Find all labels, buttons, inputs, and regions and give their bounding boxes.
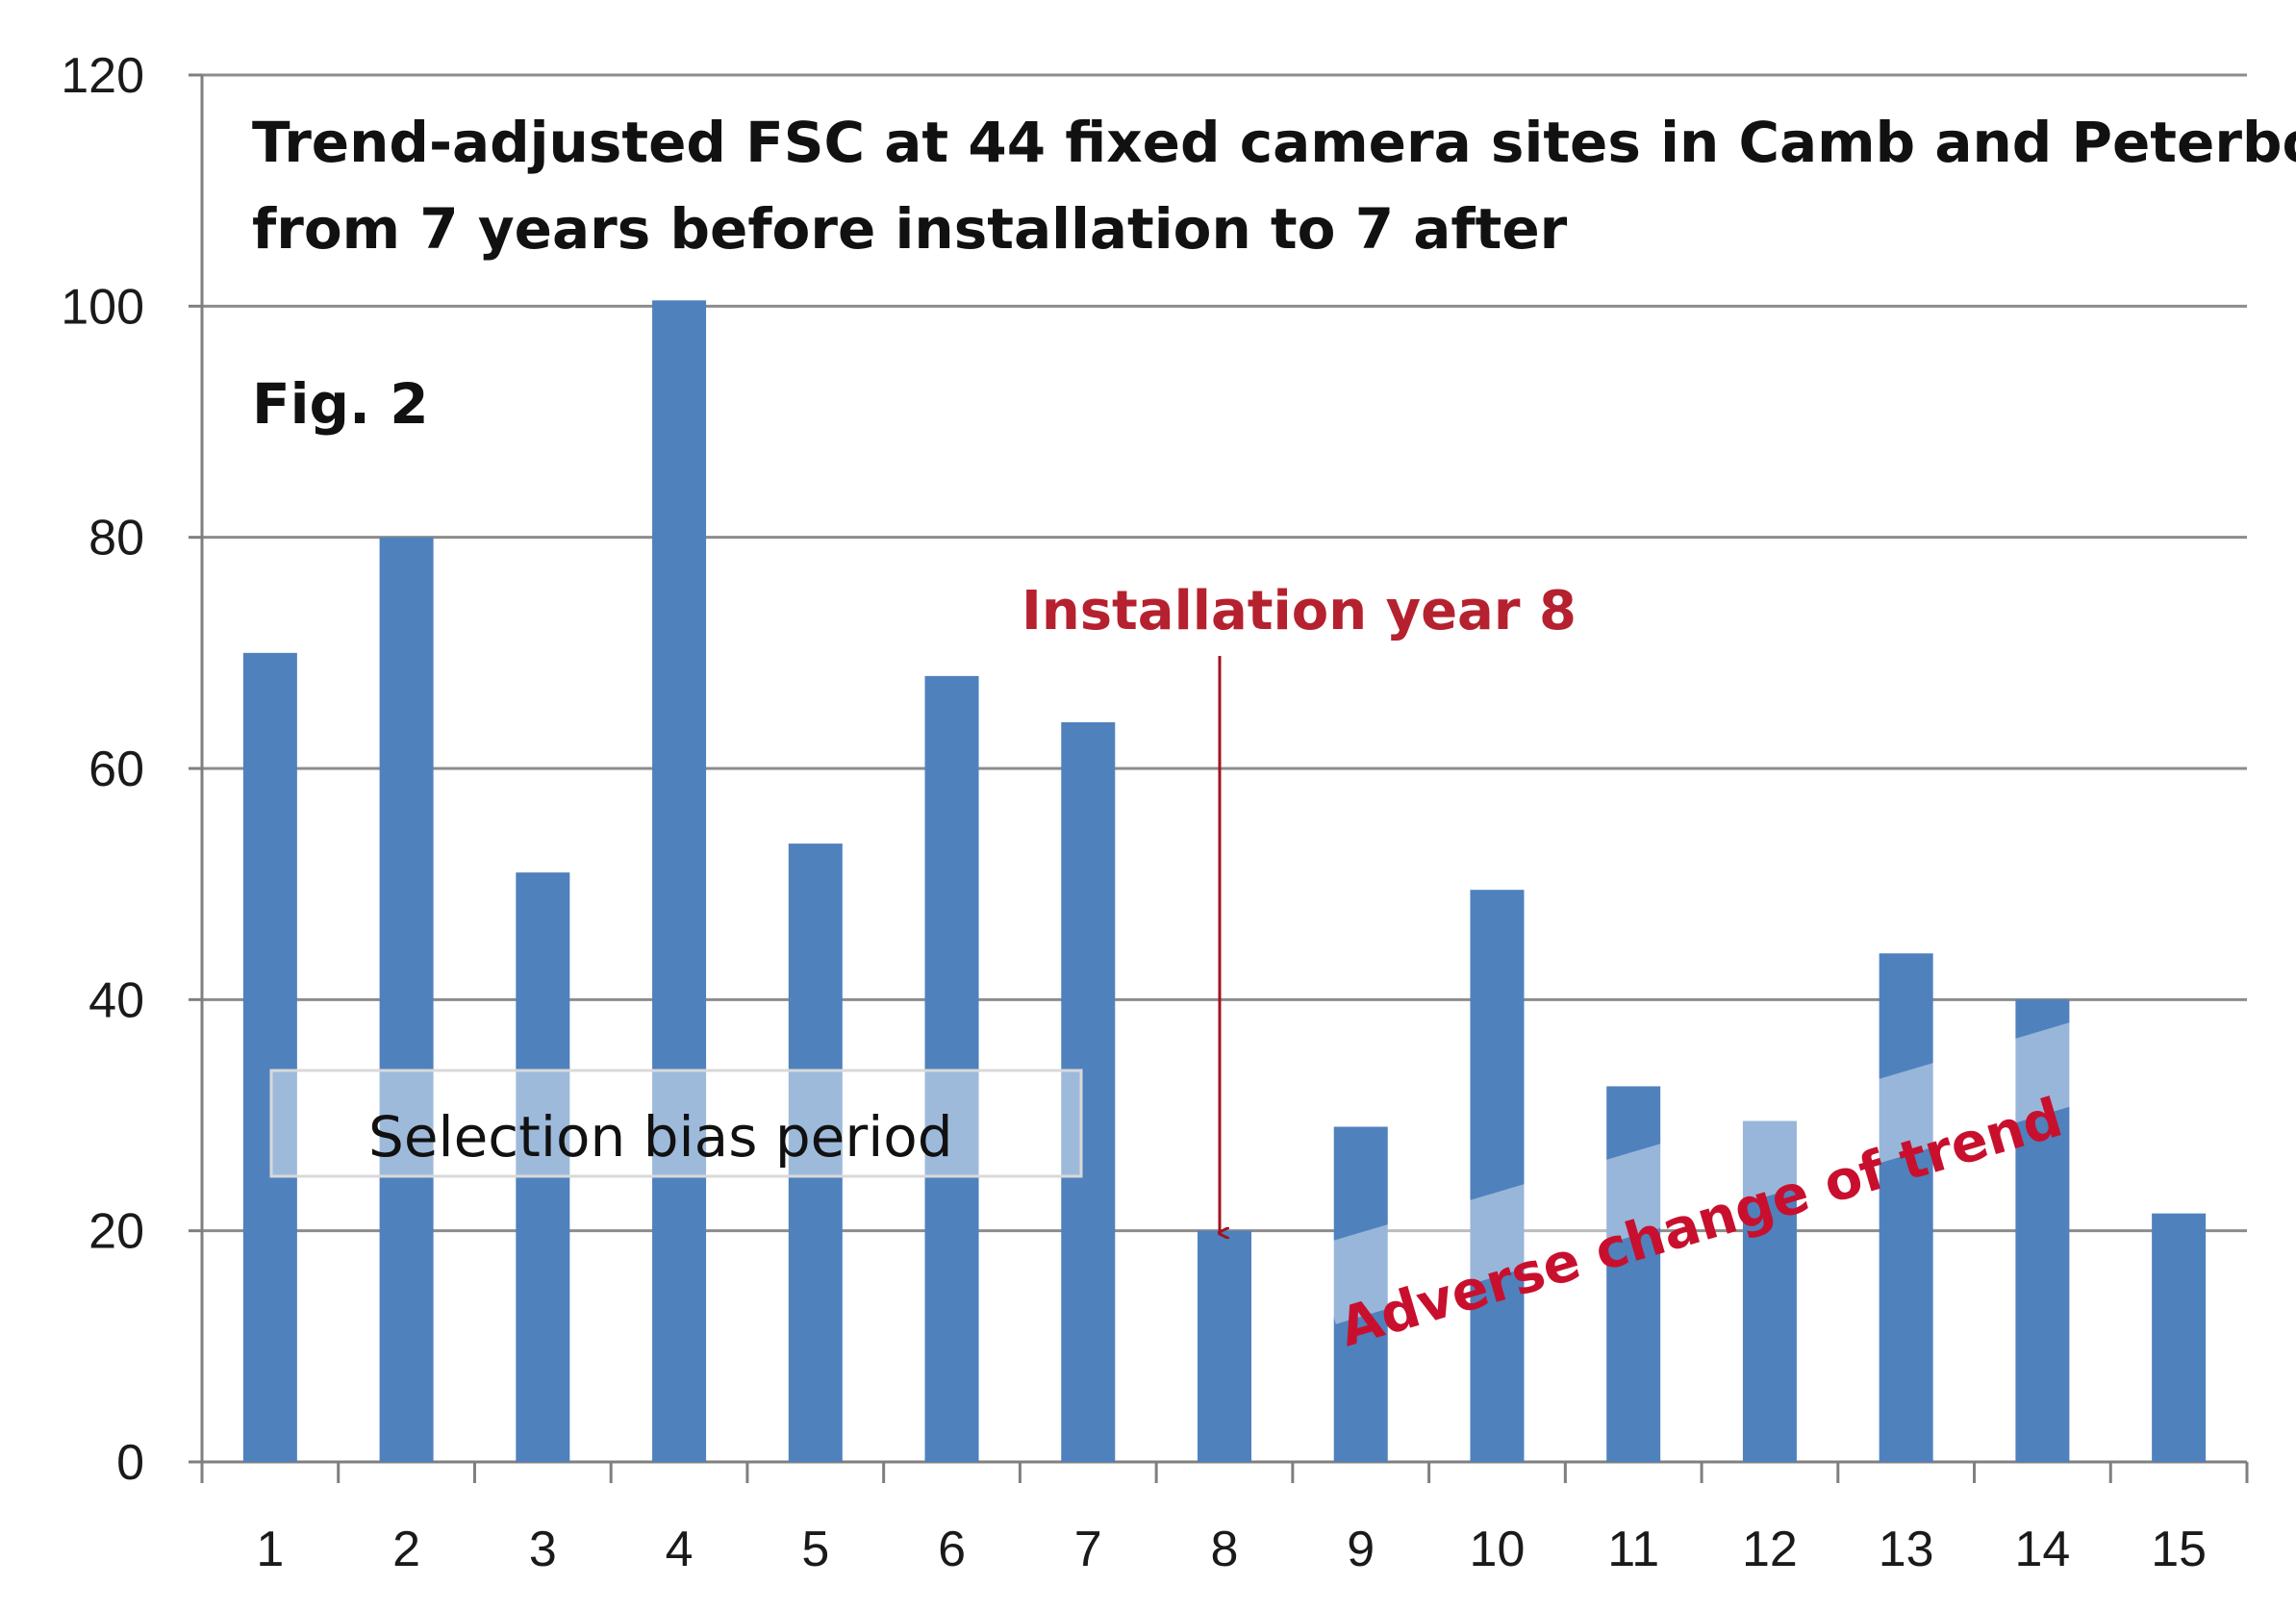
bar-13 bbox=[1879, 953, 1933, 1462]
adverse-trend-band bbox=[1312, 1022, 2093, 1324]
y-tick-labels: 0 20 40 60 80 100 120 bbox=[61, 48, 144, 1491]
x-tick-label: 12 bbox=[1742, 1522, 1798, 1577]
bar-15 bbox=[2152, 1213, 2207, 1462]
installation-label: Installation year 8 bbox=[1022, 580, 1577, 642]
x-tick-label: 7 bbox=[1074, 1522, 1102, 1577]
x-tick-label: 11 bbox=[1607, 1522, 1659, 1577]
bar-14 bbox=[2015, 999, 2070, 1462]
bar-9 bbox=[1333, 1126, 1388, 1462]
bar-11 bbox=[1606, 1086, 1661, 1462]
x-tick-label: 5 bbox=[801, 1522, 829, 1577]
bar-2 bbox=[379, 537, 434, 1462]
bar-6 bbox=[924, 675, 979, 1462]
x-tick-label: 14 bbox=[2014, 1522, 2070, 1577]
x-tick-label: 10 bbox=[1470, 1522, 1526, 1577]
bar-10 bbox=[1470, 890, 1525, 1462]
chart-title-line2: from 7 years before installation to 7 af… bbox=[252, 196, 1568, 262]
x-tick-label: 13 bbox=[1879, 1522, 1934, 1577]
x-tick-label: 1 bbox=[256, 1522, 284, 1577]
bars bbox=[242, 300, 2207, 1463]
selection-bias-box bbox=[269, 1069, 1083, 1178]
x-tick-label: 8 bbox=[1211, 1522, 1239, 1577]
bar-12 bbox=[1742, 1120, 1797, 1462]
bar-8 bbox=[1198, 1230, 1251, 1462]
y-tick-label: 100 bbox=[61, 279, 144, 335]
y-tick-label: 80 bbox=[88, 511, 144, 566]
x-tick-label: 4 bbox=[666, 1522, 694, 1577]
bar-4 bbox=[652, 300, 707, 1463]
bar-3 bbox=[516, 872, 570, 1462]
x-tick-labels: 1 2 3 4 5 6 7 8 9 10 11 12 13 14 15 bbox=[256, 1522, 2207, 1577]
x-tick-label: 9 bbox=[1347, 1522, 1375, 1577]
y-tick-label: 40 bbox=[88, 972, 144, 1028]
y-tick-label: 60 bbox=[88, 742, 144, 797]
selection-bias-label: Selection bias period bbox=[368, 1104, 953, 1170]
x-tick-label: 15 bbox=[2151, 1522, 2207, 1577]
chart-title-line1: Trend-adjusted FSC at 44 fixed camera si… bbox=[252, 110, 2296, 175]
bar-5 bbox=[788, 843, 843, 1462]
figure-label: Fig. 2 bbox=[252, 371, 429, 437]
x-tick-label: 2 bbox=[392, 1522, 420, 1577]
bar-1 bbox=[242, 652, 297, 1462]
y-tick-label: 120 bbox=[61, 48, 144, 104]
y-tick-label: 0 bbox=[116, 1435, 144, 1491]
bar-7 bbox=[1061, 721, 1116, 1462]
x-tick-label: 3 bbox=[529, 1522, 557, 1577]
x-tick-label: 6 bbox=[938, 1522, 966, 1577]
y-tick-label: 20 bbox=[88, 1204, 144, 1260]
